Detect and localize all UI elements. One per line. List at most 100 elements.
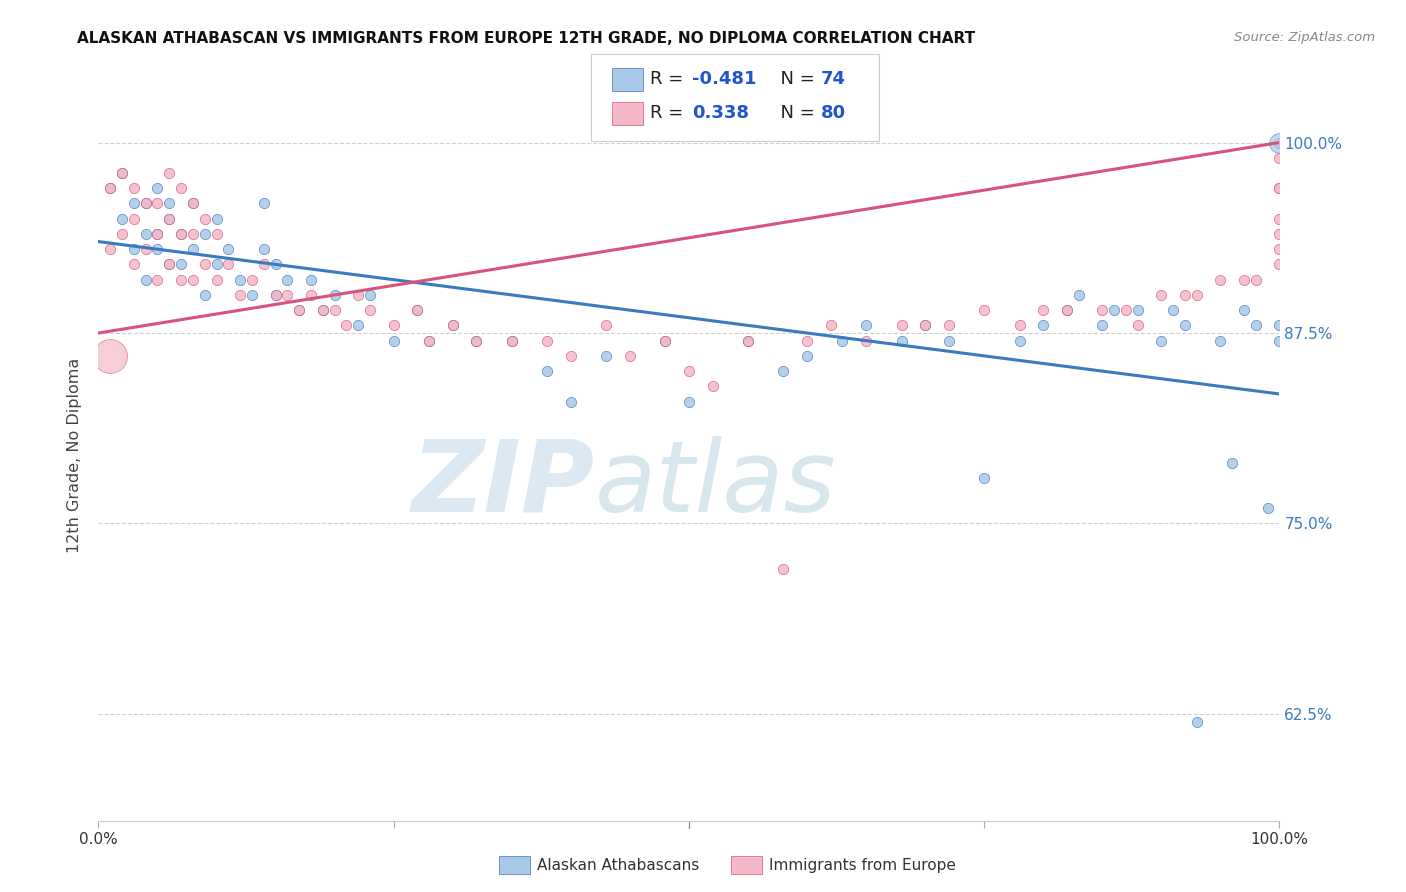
Point [181,196,204,211]
Point [194,227,217,241]
Point [1268,257,1291,271]
Point [146,196,169,211]
Point [973,471,995,485]
Point [264,288,287,302]
Text: R =: R = [650,70,689,88]
Point [253,257,276,271]
Point [347,288,370,302]
Point [347,318,370,333]
Point [205,211,228,226]
Point [111,166,134,180]
Point [1268,318,1291,333]
Point [595,318,617,333]
Point [170,181,193,195]
Point [1268,227,1291,241]
Point [205,227,228,241]
Point [170,227,193,241]
Point [1126,318,1149,333]
Point [111,227,134,241]
Point [157,257,180,271]
Point [359,288,381,302]
Point [820,318,842,333]
Text: 74: 74 [821,70,846,88]
Point [288,303,311,318]
Text: ALASKAN ATHABASCAN VS IMMIGRANTS FROM EUROPE 12TH GRADE, NO DIPLOMA CORRELATION : ALASKAN ATHABASCAN VS IMMIGRANTS FROM EU… [77,31,976,46]
Point [914,318,936,333]
Point [98,181,121,195]
Point [122,257,145,271]
Point [1056,303,1078,318]
Point [1233,303,1256,318]
Point [1209,334,1232,348]
Point [276,288,298,302]
Point [914,318,936,333]
Point [1115,303,1137,318]
Point [205,273,228,287]
Point [253,242,276,256]
Point [772,562,794,576]
Point [98,181,121,195]
Point [772,364,794,378]
Point [501,334,523,348]
Point [702,379,724,393]
Point [382,334,405,348]
Point [146,227,169,241]
Point [465,334,488,348]
Point [441,318,464,333]
Text: -0.481: -0.481 [692,70,756,88]
Point [1257,501,1279,516]
Point [217,242,239,256]
Point [418,334,440,348]
Point [1161,303,1184,318]
Point [855,318,877,333]
Point [170,257,193,271]
Point [1268,242,1291,256]
Point [406,303,429,318]
Point [111,166,134,180]
Point [1185,288,1208,302]
Point [264,288,287,302]
Text: Alaskan Athabascans: Alaskan Athabascans [537,858,699,872]
Point [205,257,228,271]
Point [323,288,346,302]
Point [276,273,298,287]
Text: Immigrants from Europe: Immigrants from Europe [769,858,956,872]
Point [157,196,180,211]
Text: R =: R = [650,104,695,122]
Point [122,196,145,211]
Point [1244,273,1267,287]
Point [938,334,960,348]
Point [938,318,960,333]
Point [98,349,121,363]
Point [323,303,346,318]
Point [1268,136,1291,150]
Point [1091,303,1114,318]
Text: atlas: atlas [595,435,837,533]
Point [536,364,558,378]
Point [157,257,180,271]
Point [619,349,641,363]
Point [146,273,169,287]
Point [359,303,381,318]
Point [122,181,145,195]
Point [737,334,759,348]
Point [264,257,287,271]
Point [1268,181,1291,195]
Point [855,334,877,348]
Point [796,349,818,363]
Y-axis label: 12th Grade, No Diploma: 12th Grade, No Diploma [67,358,83,552]
Point [654,334,676,348]
Point [406,303,429,318]
Point [312,303,335,318]
Point [146,227,169,241]
Point [1268,151,1291,165]
Point [890,334,912,348]
Point [654,334,676,348]
Point [1091,318,1114,333]
Point [135,196,157,211]
Point [1244,318,1267,333]
Point [1008,334,1031,348]
Point [146,242,169,256]
Point [170,227,193,241]
Point [418,334,440,348]
